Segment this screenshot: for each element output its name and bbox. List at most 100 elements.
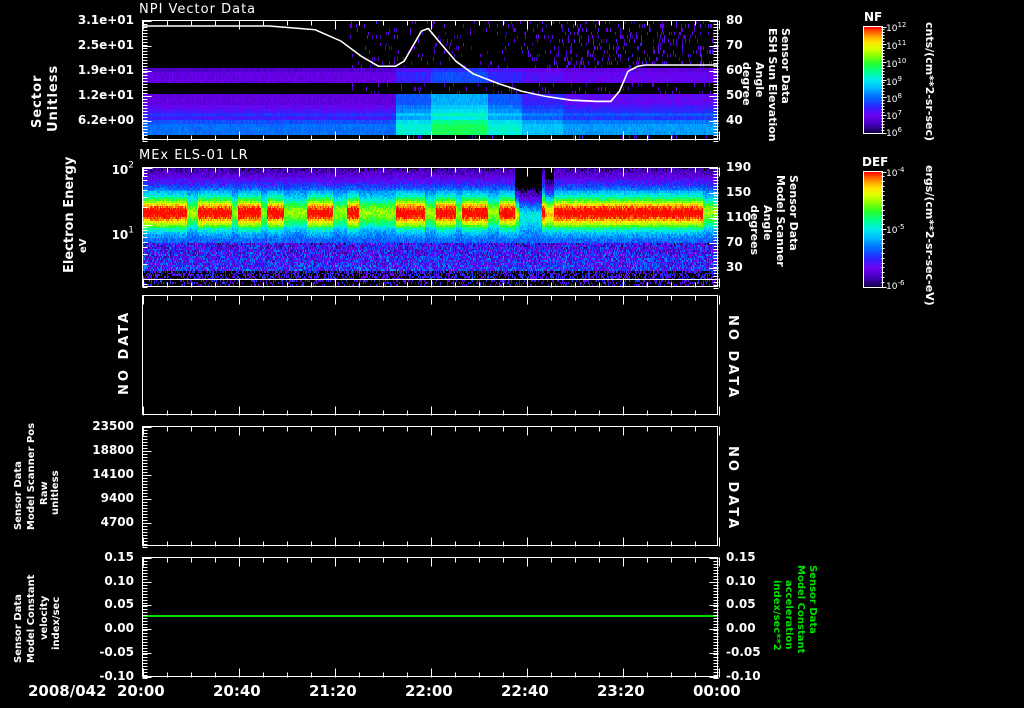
tick-label: 30 <box>726 260 743 274</box>
cb-tick: 10-6 <box>886 279 905 292</box>
panel-els-left-label-line2: eV <box>78 238 89 253</box>
cb-tick: 107 <box>886 109 902 122</box>
tick-label: 0.05 <box>104 597 134 611</box>
panel-els-right-label-line4: degrees <box>748 205 761 256</box>
tick-label: 18800 <box>92 443 134 457</box>
time-tick-label: 20:40 <box>213 682 261 700</box>
panel-nodata1-right-label: NO DATA <box>725 315 740 401</box>
tick-label: 70 <box>726 38 743 52</box>
panel-npi-spectrogram <box>143 21 717 139</box>
time-tick-label: 00:00 <box>693 682 741 700</box>
panel-npi-right-label-line1: Sensor Data <box>779 28 792 104</box>
tick-exponent: 1 <box>128 225 134 236</box>
time-tick-label: 22:40 <box>501 682 549 700</box>
tick-label: 14100 <box>92 467 134 481</box>
panel-velocity-left-label-line1: Sensor Data <box>13 594 24 663</box>
panel-velocity-frame <box>142 557 718 677</box>
panel-velocity-left-label-line4: index/sec <box>51 596 62 650</box>
tick-label: 0.10 <box>726 574 756 588</box>
panel-npi-left-ticks: 3.1e+01 2.5e+01 1.9e+01 1.2e+01 6.2e+00 <box>52 13 138 140</box>
panel-velocity-right-ticks: 0.15 0.10 0.05 0.00 -0.05 -0.10 <box>726 550 776 683</box>
panel-els-right-label-line3: Angle <box>761 205 774 241</box>
panel-els-right-label-line1: Sensor Data <box>787 175 800 251</box>
tick-label: 3.1e+01 <box>77 13 134 27</box>
panel-els-title: MEx ELS-01 LR <box>139 148 249 163</box>
tick-label: 0.00 <box>726 621 756 635</box>
panel-velocity-right-label-line3: acceleration <box>783 580 794 650</box>
panel-nodata1-left-label: NO DATA <box>117 309 132 395</box>
tick-label: -0.05 <box>726 645 761 659</box>
panel-npi-left-label-line1: Sector <box>30 74 45 128</box>
tick-label: 40 <box>726 113 743 127</box>
cb-tick: 109 <box>886 75 902 88</box>
colorbar-nf-title: NF <box>864 10 883 24</box>
panel-velocity-left-ticks: 0.15 0.10 0.05 0.00 -0.05 -0.10 <box>52 550 138 683</box>
tick-label: 0.10 <box>104 574 134 588</box>
colorbar-nf-ticks: 1012 1011 1010 109 108 107 106 <box>886 21 926 139</box>
panel-velocity-right-label-line4: index/sec**2 <box>771 580 782 651</box>
panel-velocity-left-label-line2: Model Constant <box>26 574 37 663</box>
tick-label: 0.15 <box>726 550 756 564</box>
tick-exponent: 2 <box>128 160 134 171</box>
tick-label: 150 <box>726 185 752 199</box>
panel-scanner-pos-right-label: NO DATA <box>725 446 740 532</box>
panel-scanner-pos-left-label-line4: unitless <box>50 470 61 515</box>
panel-velocity-left-label-line3: velocity <box>39 595 50 640</box>
time-tick-label: 20:00 <box>117 682 165 700</box>
panel-els-right-label-line2: Model Scanner <box>774 175 787 267</box>
time-tick-label: 23:20 <box>597 682 645 700</box>
panel-velocity-right-label-line1: Sensor Data <box>807 565 818 634</box>
panel-npi-left-label-line2: Unitless <box>46 64 61 132</box>
panel-npi-right-label-line3: Angle <box>753 62 766 98</box>
tick-label: 6.2e+00 <box>77 113 134 127</box>
time-axis: 2008/042 20:00 20:40 21:20 22:00 22:40 2… <box>0 682 1024 708</box>
panel-scanner-pos-left-label-line3: Raw <box>39 481 50 505</box>
colorbar-def-unit-label: ergs/(cm**2-sr-sec-eV) <box>923 165 936 306</box>
colorbar-nf-unit-label: cnts/(cm**2-sr-sec) <box>923 22 936 142</box>
colorbar-def <box>863 171 883 288</box>
panel-npi-right-label-line4: degree <box>740 62 753 106</box>
cb-tick: 1010 <box>886 57 907 70</box>
tick-label: 70 <box>726 235 743 249</box>
tick-label: 1.9e+01 <box>77 63 134 77</box>
cb-tick: 1011 <box>886 39 907 52</box>
cb-tick: 10-4 <box>886 166 905 179</box>
cb-tick: 10-5 <box>886 223 905 236</box>
tick-label: 190 <box>726 160 752 174</box>
tick-label: 23500 <box>92 419 134 433</box>
cb-tick: 106 <box>886 126 902 139</box>
time-tick-label: 21:20 <box>309 682 357 700</box>
panel-velocity-right-label-line2: Model Constant <box>795 565 806 654</box>
panel-npi-title: NPI Vector Data <box>139 2 257 17</box>
tick-label: -0.05 <box>99 645 134 659</box>
tick-label: 101 <box>111 225 134 242</box>
time-tick-label: 22:00 <box>405 682 453 700</box>
tick-label: 0.05 <box>726 597 756 611</box>
velocity-zero-series <box>143 615 717 617</box>
tick-label: -0.10 <box>726 669 761 683</box>
tick-label: -0.10 <box>99 669 134 683</box>
panel-npi-right-label-line2: ESH Sun Elevation <box>766 28 779 142</box>
panel-npi-frame <box>142 20 718 140</box>
time-axis-date: 2008/042 <box>28 682 107 700</box>
panel-els-left-ticks: 102 101 <box>90 161 138 287</box>
colorbar-def-gradient <box>864 172 882 287</box>
tick-label: 0.15 <box>104 550 134 564</box>
tick-label: 80 <box>726 13 743 27</box>
colorbar-nf <box>863 26 883 134</box>
colorbar-def-ticks: 10-4 10-5 10-6 <box>886 166 926 292</box>
colorbar-nf-gradient <box>864 27 882 133</box>
panel-nodata1-frame <box>142 295 718 415</box>
colorbar-def-title: DEF <box>862 155 889 169</box>
panel-els-spectrogram <box>143 168 717 286</box>
tick-label: 1.2e+01 <box>77 88 134 102</box>
cb-tick: 1012 <box>886 21 907 34</box>
panel-scanner-pos-frame <box>142 426 718 546</box>
tick-label: 2.5e+01 <box>77 38 134 52</box>
panel-scanner-pos-left-ticks: 23500 18800 14100 9400 4700 <box>52 419 138 546</box>
tick-label: 9400 <box>100 491 134 505</box>
tick-label: 102 <box>111 160 134 177</box>
cb-tick: 108 <box>886 92 902 105</box>
tick-label: 4700 <box>100 515 134 529</box>
panel-els-frame <box>142 167 718 287</box>
